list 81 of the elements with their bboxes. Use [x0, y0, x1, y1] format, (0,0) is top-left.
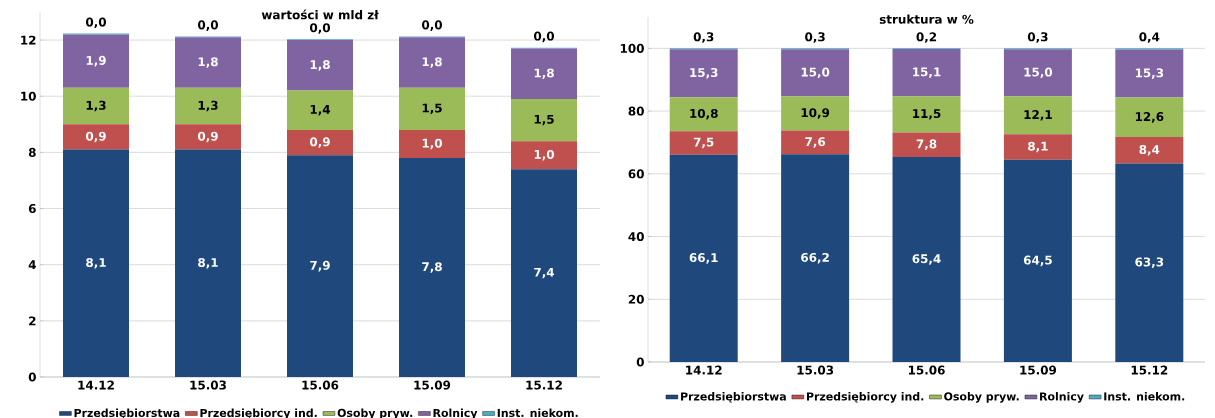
y-tick-label: 4: [28, 260, 36, 270]
data-label: 1,0: [422, 138, 443, 150]
data-label: 1,9: [86, 55, 106, 67]
data-label: 0,0: [533, 31, 555, 43]
data-label: 0,0: [197, 20, 219, 31]
data-label: 1,5: [534, 114, 554, 126]
data-label: 12,1: [1024, 110, 1052, 121]
data-label: 8,4: [1139, 145, 1160, 156]
data-label: 0,0: [421, 20, 443, 31]
y-tick-label: 12: [21, 35, 36, 45]
data-label: 1,0: [534, 149, 555, 161]
y-tick-label: 60: [628, 169, 644, 179]
data-label: 7,5: [693, 137, 714, 149]
y-tick-label: 10: [21, 91, 36, 101]
y-tick-label: 6: [28, 204, 36, 214]
data-label: 0,4: [1139, 32, 1160, 43]
data-label: 7,9: [310, 260, 330, 272]
data-label: 1,8: [534, 68, 554, 80]
y-tick-label: 80: [628, 106, 644, 116]
y-tick-label: 40: [628, 232, 644, 242]
x-tick-label: 15.06: [302, 380, 339, 390]
data-label: 15,0: [1024, 67, 1053, 79]
data-label: 0,3: [693, 32, 714, 43]
x-tick-label: 15.12: [526, 380, 562, 390]
data-label: 1,8: [422, 57, 442, 68]
data-label: 0,3: [805, 32, 825, 43]
x-tick-label: 15.09: [1020, 365, 1057, 375]
y-tick-label: 0: [636, 357, 644, 367]
data-label: 7,6: [805, 137, 826, 148]
data-label: 1,5: [422, 103, 442, 115]
y-tick-label: 8: [28, 147, 36, 157]
data-label: 66,1: [689, 253, 718, 264]
data-label: 15,1: [913, 67, 941, 78]
data-label: 10,9: [801, 108, 830, 119]
data-label: 15,3: [690, 68, 718, 79]
x-tick-label: 15.12: [1131, 365, 1168, 375]
x-tick-label: 15.03: [797, 365, 834, 375]
data-label: 0,9: [85, 131, 106, 143]
legend-label: Przedsiębiorcy ind.: [806, 392, 924, 403]
data-label: 7,8: [916, 139, 937, 150]
x-tick-label: 15.09: [414, 380, 451, 390]
x-tick-label: 14.12: [686, 365, 722, 375]
y-tick-label: 0: [28, 372, 36, 382]
data-label: 0,0: [309, 23, 331, 34]
data-label: 1,3: [198, 100, 218, 112]
legend-label: Przedsiębiorstwa: [681, 392, 786, 403]
x-tick-label: 14.12: [78, 380, 114, 390]
data-label: 1,8: [310, 60, 330, 71]
data-label: 0,0: [85, 17, 107, 29]
data-label: 66,2: [801, 252, 829, 264]
data-label: 1,4: [310, 105, 331, 116]
y-tick-label: 100: [620, 43, 644, 53]
data-label: 0,3: [1027, 32, 1048, 43]
legend-label: Inst. niekom.: [497, 408, 578, 418]
data-label: 8,1: [1028, 141, 1048, 153]
data-label: 7,8: [422, 262, 442, 273]
data-label: 1,3: [86, 100, 106, 112]
x-tick-label: 15.06: [908, 365, 945, 375]
legend-label: Inst. niekom.: [1104, 392, 1185, 401]
data-label: 7,4: [534, 267, 555, 279]
data-label: 0,2: [916, 32, 937, 43]
data-label: 64,5: [1023, 255, 1052, 267]
legend-label: Osoby pryw.: [944, 392, 1019, 403]
data-label: 11,5: [913, 109, 941, 120]
data-label: 8,1: [198, 258, 218, 269]
chart-title: struktura w %: [879, 14, 974, 24]
data-label: 0,9: [197, 131, 218, 143]
y-tick-label: 20: [628, 294, 644, 304]
data-label: 15,3: [1135, 68, 1164, 79]
chart-title: wartości w mld zł: [261, 9, 379, 20]
data-label: 63,3: [1135, 257, 1164, 269]
data-label: 10,8: [690, 108, 718, 120]
data-label: 8,1: [86, 258, 106, 269]
x-tick-label: 15.03: [190, 380, 226, 390]
data-label: 65,4: [912, 254, 941, 265]
data-label: 0,9: [309, 137, 330, 148]
data-label: 12,6: [1135, 112, 1164, 123]
y-tick-label: 2: [29, 316, 36, 326]
legend-label: Rolnicy: [1040, 392, 1084, 403]
data-label: 1,8: [198, 57, 218, 68]
data-label: 15,0: [801, 67, 830, 79]
